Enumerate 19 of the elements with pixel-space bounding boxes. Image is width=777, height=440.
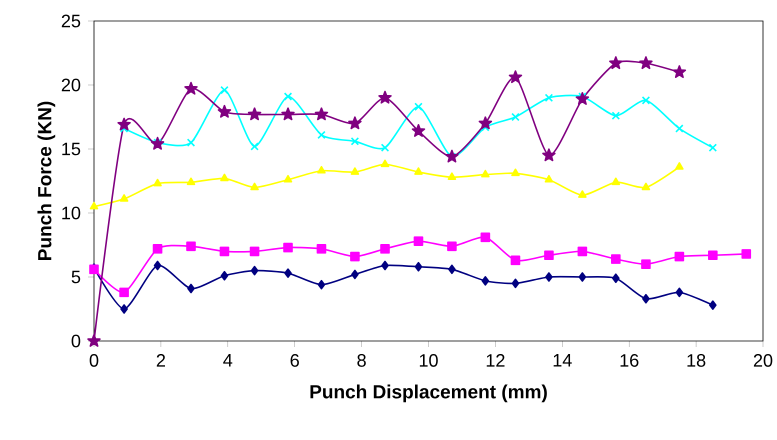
y-tick-label: 5 (72, 270, 80, 284)
y-tick-label: 0 (72, 334, 80, 348)
x-tick-label: 16 (620, 354, 638, 367)
x-tick-label: 4 (223, 354, 232, 366)
x-tick-label: 10 (420, 354, 438, 367)
y-tick-label: 10 (62, 206, 80, 220)
x-tick-label: 18 (687, 354, 706, 367)
y-axis-title: Punch Force (KN) (37, 102, 56, 260)
y-tick-label: 20 (62, 78, 80, 92)
y-tick-label: 15 (62, 142, 80, 156)
x-tick-label: 8 (357, 354, 366, 367)
x-tick-label: 6 (290, 354, 299, 367)
x-tick-label: 20 (754, 354, 772, 367)
x-axis-title: Punch Displacement (mm) (310, 384, 547, 402)
x-tick-label: 12 (486, 354, 504, 367)
y-tick-label: 25 (62, 14, 80, 28)
x-tick-label: 2 (156, 354, 165, 367)
x-tick-label: 0 (90, 354, 98, 367)
x-tick-label: 14 (554, 354, 572, 366)
